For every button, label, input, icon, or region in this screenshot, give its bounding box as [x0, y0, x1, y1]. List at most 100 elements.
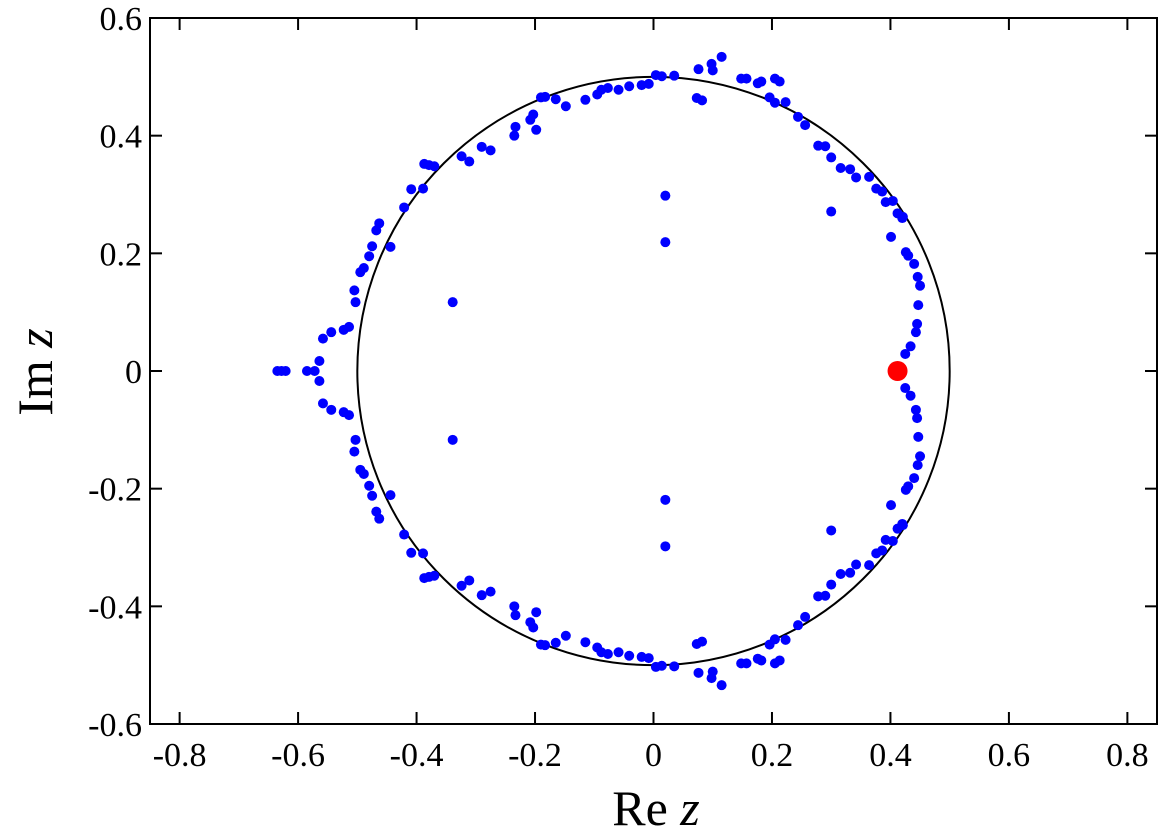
data-point	[344, 321, 355, 332]
data-point	[406, 547, 417, 558]
data-point	[756, 655, 767, 666]
data-point	[756, 76, 767, 87]
data-point	[358, 468, 369, 479]
data-point	[909, 258, 920, 269]
data-point	[910, 327, 921, 338]
data-point	[624, 650, 635, 661]
data-point	[826, 206, 837, 217]
data-point	[905, 341, 916, 352]
data-point	[280, 366, 291, 376]
data-point	[741, 73, 752, 84]
data-point	[447, 297, 458, 308]
data-point	[418, 548, 429, 559]
data-point	[845, 567, 856, 578]
data-point	[910, 404, 921, 415]
y-tick-label: -0.6	[88, 707, 142, 744]
data-point	[656, 660, 667, 671]
data-point	[774, 655, 785, 666]
data-point	[706, 58, 717, 69]
data-point	[560, 630, 571, 641]
y-tick-label: -0.4	[88, 589, 142, 626]
data-point	[913, 431, 924, 442]
data-point	[550, 637, 561, 648]
data-point	[531, 124, 542, 135]
data-point	[540, 91, 551, 102]
data-point	[905, 390, 916, 401]
data-point	[912, 413, 923, 424]
y-tick-label: -0.2	[88, 472, 142, 509]
data-point	[364, 480, 375, 491]
data-point	[528, 622, 539, 633]
data-point	[560, 101, 571, 112]
data-point	[660, 494, 671, 505]
x-tick-label: -0.4	[390, 737, 444, 774]
data-point	[769, 634, 780, 645]
data-point	[350, 297, 361, 308]
data-point	[317, 333, 328, 344]
data-point	[419, 158, 430, 169]
data-point	[835, 163, 846, 174]
data-point	[374, 513, 385, 524]
data-point	[897, 520, 908, 531]
data-points	[272, 51, 926, 691]
data-point	[385, 490, 396, 501]
x-tick-label: -0.8	[153, 737, 207, 774]
data-point	[780, 634, 791, 645]
axis-labels: Re z Im z	[7, 328, 700, 835]
data-point	[464, 156, 475, 167]
reference-circle-group	[356, 75, 951, 667]
y-ticks: -0.6 -0.4 -0.2 0 0.2 0.4 0.6	[88, 1, 1157, 744]
data-point	[385, 241, 396, 252]
data-point	[900, 348, 911, 359]
data-point	[820, 590, 831, 601]
data-point	[800, 120, 811, 131]
plot-frame	[149, 17, 1158, 725]
data-point	[660, 190, 671, 201]
data-point	[476, 141, 487, 152]
data-point	[485, 586, 496, 597]
data-point	[669, 661, 680, 672]
data-point	[900, 383, 911, 394]
data-point	[509, 601, 520, 612]
x-tick-label: 0	[645, 737, 662, 774]
data-point	[510, 610, 521, 621]
data-point	[429, 161, 440, 172]
data-point	[580, 94, 591, 105]
x-tick-label: 0.8	[1106, 737, 1149, 774]
data-point	[826, 152, 837, 163]
y-tick-label: 0.6	[100, 1, 143, 38]
data-point	[697, 636, 708, 647]
data-point	[793, 620, 804, 631]
data-point	[669, 70, 680, 81]
data-point	[374, 218, 385, 229]
data-point	[903, 481, 914, 492]
data-point	[693, 667, 704, 678]
data-point	[367, 241, 378, 252]
y-tick-label: 0.2	[100, 236, 143, 273]
x-tick-label: 0.4	[869, 737, 912, 774]
x-ticks: -0.8 -0.6 -0.4 -0.2 0 0.2 0.4 0.6 0.8	[153, 18, 1149, 774]
data-point	[399, 202, 410, 213]
x-tick-label: 0.2	[751, 737, 794, 774]
data-point	[476, 590, 487, 601]
data-point	[660, 541, 671, 552]
data-point	[509, 130, 520, 141]
x-tick-label: -0.6	[271, 737, 325, 774]
data-point	[317, 398, 328, 409]
data-point	[912, 318, 923, 329]
x-tick-label: 0.6	[988, 737, 1031, 774]
data-point	[913, 300, 924, 311]
data-point	[887, 536, 898, 547]
data-point	[820, 141, 831, 152]
data-point	[326, 327, 337, 338]
data-point	[643, 78, 654, 89]
data-point	[915, 280, 926, 291]
data-point	[429, 570, 440, 581]
data-point	[864, 560, 875, 571]
data-point	[697, 95, 708, 106]
data-point	[314, 355, 325, 366]
reference-circle	[356, 75, 951, 667]
y-axis-label: Im z	[7, 328, 63, 416]
data-point	[826, 525, 837, 536]
